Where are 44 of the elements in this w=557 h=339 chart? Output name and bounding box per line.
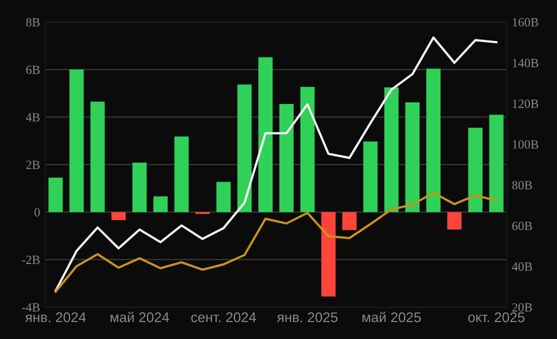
bar — [174, 136, 189, 212]
y-tick-label: 0 — [34, 208, 40, 217]
bar — [321, 212, 336, 296]
bar — [69, 70, 84, 212]
y-tick-label: -2B — [22, 256, 40, 264]
bar — [405, 102, 420, 212]
x-tick-label: май 2025 — [362, 312, 421, 322]
y2-tick-label: 40B — [512, 262, 532, 271]
x-tick-label: сент. 2024 — [191, 312, 256, 322]
bar — [216, 182, 231, 212]
bar — [489, 114, 504, 212]
y-tick-label: 2B — [26, 160, 40, 169]
bar — [237, 84, 252, 212]
y-tick-label: 6B — [26, 66, 40, 74]
bar — [447, 212, 462, 230]
line-series — [54, 36, 498, 292]
y2-tick-label: 80B — [512, 180, 532, 190]
y2-tick-label: 160B — [512, 18, 538, 26]
line-series — [54, 192, 498, 293]
bar — [279, 104, 294, 212]
bar — [48, 178, 63, 212]
y-tick-label: -4B — [22, 303, 40, 312]
bar — [258, 57, 273, 212]
y2-tick-label: 60B — [512, 222, 532, 230]
bar — [426, 68, 441, 212]
bar — [384, 87, 399, 212]
bar — [363, 142, 378, 212]
x-tick-label: окт. 2025 — [468, 312, 524, 322]
x-tick-label: янв. 2025 — [277, 312, 338, 322]
bar — [342, 212, 357, 230]
y2-tick-label: 140B — [512, 58, 538, 68]
y2-tick-label: 100B — [512, 140, 538, 149]
bar — [90, 102, 105, 212]
y-tick-label: 4B — [26, 113, 40, 122]
bar — [132, 162, 147, 212]
y-tick-label: 8B — [26, 18, 40, 26]
x-tick-label: янв. 2024 — [25, 312, 86, 322]
bar — [111, 212, 126, 220]
bar — [153, 196, 168, 212]
y2-tick-label: 20B — [512, 303, 532, 312]
x-tick-label: май 2024 — [110, 312, 170, 322]
bar — [300, 86, 315, 212]
bar — [468, 128, 483, 212]
y2-tick-label: 120B — [512, 100, 538, 108]
